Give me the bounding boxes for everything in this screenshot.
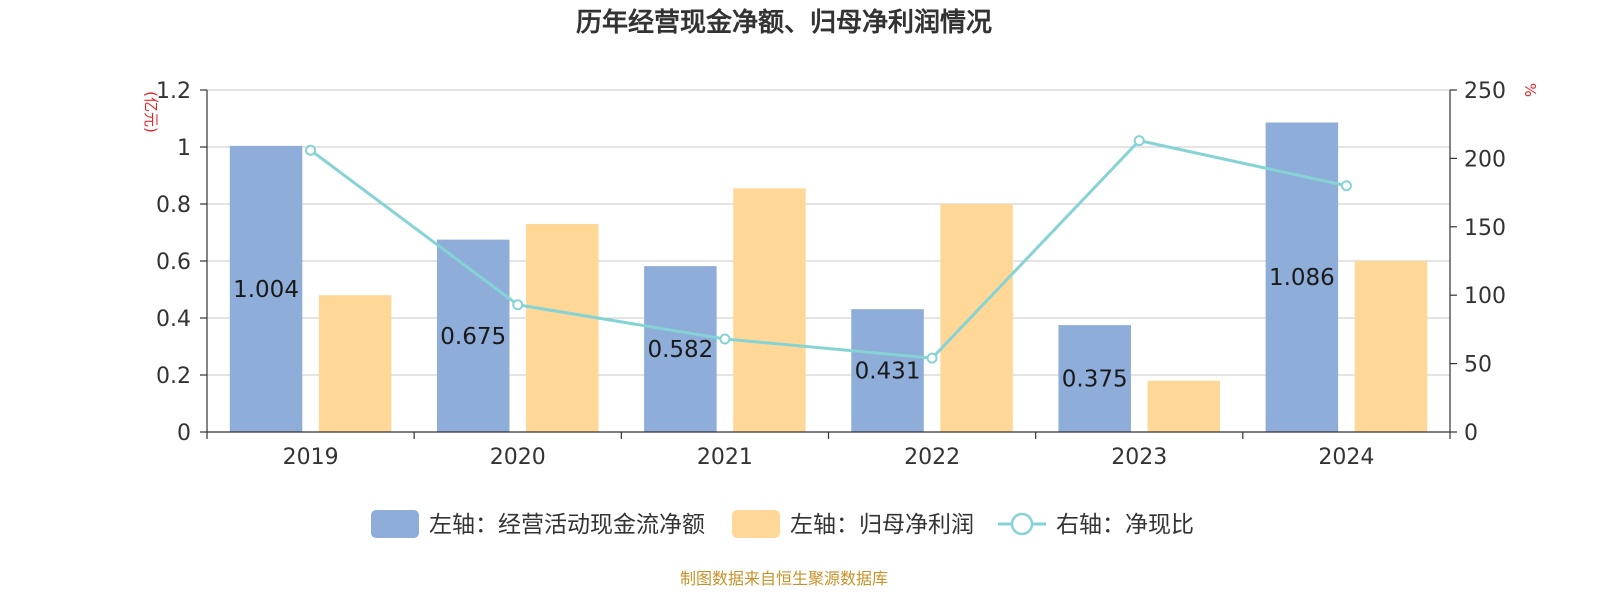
line-cash-ratio xyxy=(309,138,1347,360)
x-tick-label: 2022 xyxy=(904,445,960,470)
x-tick-label: 2023 xyxy=(1111,445,1167,470)
line-point xyxy=(512,299,524,311)
left-tick-label: 0 xyxy=(177,421,191,446)
bar-operating-cashflow xyxy=(1058,325,1131,432)
bar-net-profit xyxy=(1147,380,1221,432)
data-labels-layer: 1.004 0.675 0.582 0.431 0.375 1.086 xyxy=(233,265,1335,392)
data-label: 0.582 xyxy=(647,337,713,363)
line-point xyxy=(1340,180,1352,192)
line-point xyxy=(305,144,317,156)
right-tick-label: 250 xyxy=(1464,79,1506,104)
legend-swatch-profit xyxy=(732,510,780,538)
x-tick-label: 2019 xyxy=(283,445,339,470)
bar-net-profit xyxy=(526,223,599,432)
data-label: 0.431 xyxy=(855,359,921,385)
bar-operating-cashflow xyxy=(229,145,303,433)
gridlines xyxy=(207,89,1450,376)
data-label: 0.675 xyxy=(440,324,506,350)
line-point xyxy=(719,333,731,345)
line-layer xyxy=(305,135,1352,364)
x-tick-label: 2020 xyxy=(490,445,546,470)
bar-operating-cashflow xyxy=(644,266,717,432)
bar-net-profit xyxy=(940,204,1013,432)
data-label: 0.375 xyxy=(1062,367,1128,393)
legend-label-profit: 左轴：归母净利润 xyxy=(790,512,974,538)
left-tick-label: 0.6 xyxy=(156,250,191,275)
right-tick-label: 0 xyxy=(1464,421,1478,446)
data-label: 1.004 xyxy=(233,277,299,303)
x-tick-label: 2021 xyxy=(697,445,753,470)
right-tick-label: 50 xyxy=(1464,353,1492,378)
bars-layer xyxy=(229,122,1428,433)
left-tick-label: 0.8 xyxy=(156,193,191,218)
right-tick-label: 150 xyxy=(1464,216,1506,241)
legend-label-cashflow: 左轴：经营活动现金流净额 xyxy=(429,512,705,538)
bar-operating-cashflow xyxy=(851,309,924,432)
x-tick-label: 2024 xyxy=(1318,445,1374,470)
source-note: 制图数据来自恒生聚源数据库 xyxy=(680,569,888,588)
left-tick-label: 1.2 xyxy=(156,79,191,104)
right-axis-unit: % xyxy=(1521,83,1539,97)
right-tick-label: 100 xyxy=(1464,284,1506,309)
line-point xyxy=(926,352,938,364)
bar-net-profit xyxy=(1354,261,1428,432)
left-tick-label: 0.4 xyxy=(156,307,191,332)
legend: 左轴：经营活动现金流净额 左轴：归母净利润 右轴：净现比 xyxy=(371,510,1194,538)
chart-title: 历年经营现金净额、归母净利润情况 xyxy=(576,7,992,38)
legend-label-ratio: 右轴：净现比 xyxy=(1056,512,1194,538)
right-tick-label: 200 xyxy=(1464,147,1506,172)
left-tick-label: 0.2 xyxy=(156,364,191,389)
bar-operating-cashflow xyxy=(1265,122,1339,433)
left-tick-label: 1 xyxy=(177,136,191,161)
legend-swatch-cashflow xyxy=(371,510,419,538)
bar-net-profit xyxy=(733,188,806,432)
legend-marker-ratio xyxy=(1010,512,1034,536)
line-point xyxy=(1133,135,1145,147)
left-axis-unit: (亿元) xyxy=(142,91,160,133)
axes-layer: 0 0.2 0.4 0.6 0.8 1 1.2 0 50 100 150 200 250 2019 2020… xyxy=(156,79,1506,470)
data-label: 1.086 xyxy=(1269,265,1335,291)
bar-net-profit xyxy=(318,295,392,432)
